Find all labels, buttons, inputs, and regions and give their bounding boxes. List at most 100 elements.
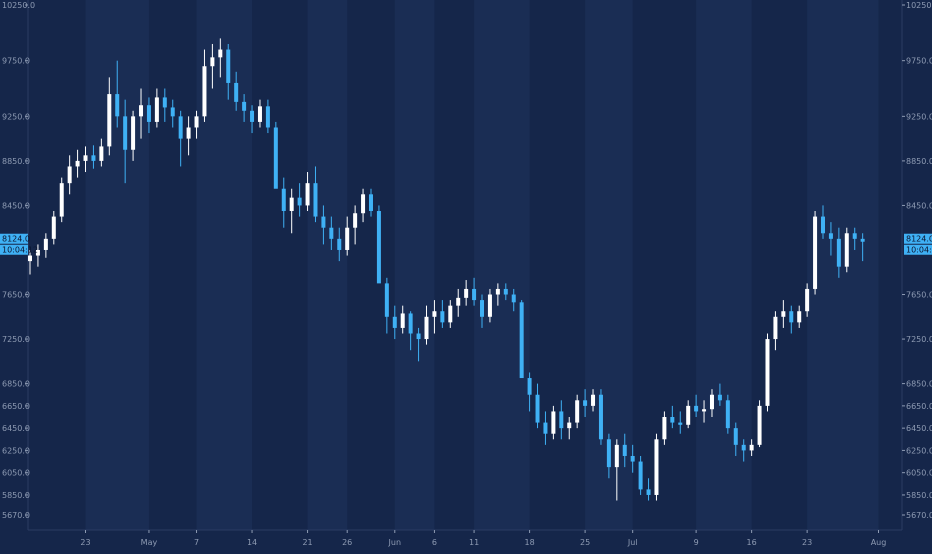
candle-body bbox=[99, 146, 104, 161]
x-tick-label: 21 bbox=[302, 538, 312, 547]
candle-body bbox=[400, 313, 405, 328]
y-tick-label-right: 8450.0 bbox=[906, 201, 932, 210]
candle-body bbox=[321, 216, 326, 228]
y-tick-label-left: 8450.0 bbox=[2, 201, 30, 210]
candle-body bbox=[646, 489, 651, 495]
y-tick-label-right: 5850.0 bbox=[906, 491, 932, 500]
candle-body bbox=[844, 233, 849, 267]
candle-body bbox=[583, 400, 588, 406]
candle-body bbox=[313, 183, 318, 217]
y-tick-label-right: 10250.0 bbox=[906, 1, 932, 10]
price-tag-left bbox=[0, 233, 28, 244]
candle-body bbox=[210, 57, 215, 67]
candle-body bbox=[250, 110, 255, 122]
candle-body bbox=[186, 127, 191, 139]
y-tick-label-right: 9250.0 bbox=[906, 112, 932, 121]
y-tick-label-left: 5850.0 bbox=[2, 491, 30, 500]
candle-body bbox=[416, 333, 421, 340]
candle-body bbox=[717, 394, 722, 401]
right-price-axis: 5670.0 5850.0 6050.0 6250.0 6450.0 6650.0 6850… bbox=[901, 0, 932, 530]
candle-body bbox=[487, 294, 492, 317]
candle-body bbox=[67, 166, 72, 184]
candle-body bbox=[345, 227, 350, 250]
candle-body bbox=[725, 400, 730, 429]
x-tick-label: 26 bbox=[342, 538, 352, 547]
x-tick-label: 14 bbox=[247, 538, 257, 547]
week-band bbox=[307, 0, 348, 530]
y-tick-label-right: 9750.0 bbox=[906, 57, 932, 66]
candle-body bbox=[670, 417, 675, 423]
candle-body bbox=[234, 82, 239, 102]
candle-body bbox=[218, 49, 223, 58]
candle-body bbox=[289, 197, 294, 212]
candle-body bbox=[852, 233, 857, 239]
week-band bbox=[394, 0, 435, 530]
weekly-bands bbox=[85, 0, 879, 530]
candle-body bbox=[860, 238, 865, 242]
candle-body bbox=[702, 409, 707, 412]
candle-body bbox=[472, 288, 477, 301]
price-tag-label-right: 8124.0 bbox=[906, 235, 932, 244]
candle-body bbox=[567, 422, 572, 429]
candle-body bbox=[91, 155, 96, 161]
candle-body bbox=[551, 411, 556, 434]
y-tick-label-right: 6050.0 bbox=[906, 469, 932, 478]
timer-tag-left bbox=[0, 244, 28, 255]
y-tick-label-right: 7650.0 bbox=[906, 291, 932, 300]
time-axis: 23 May 7 14 21 26 Jun 6 11 18 25 Jul 9 16 23 Aug bbox=[28, 529, 902, 547]
candle-body bbox=[559, 411, 564, 429]
candle-body bbox=[464, 288, 469, 298]
candle-body bbox=[59, 183, 64, 217]
candle-body bbox=[678, 422, 683, 425]
candle-body bbox=[828, 233, 833, 239]
y-tick-label-left: 6650.0 bbox=[2, 402, 30, 411]
candle-body bbox=[51, 216, 56, 239]
candle-body bbox=[376, 211, 381, 284]
candle-body bbox=[495, 288, 500, 295]
y-tick-label-right: 5670.0 bbox=[906, 511, 932, 520]
candle-body bbox=[178, 116, 183, 139]
y-tick-label-right: 8850.0 bbox=[906, 157, 932, 166]
candle-body bbox=[194, 116, 199, 128]
week-band bbox=[807, 0, 879, 530]
candle-body bbox=[440, 311, 445, 323]
candle-body bbox=[384, 283, 389, 317]
x-tick-label: 9 bbox=[694, 538, 699, 547]
candle-body bbox=[630, 455, 635, 462]
candle-body bbox=[361, 194, 366, 214]
candle-body bbox=[527, 378, 532, 395]
candle-body bbox=[598, 394, 603, 440]
candle-body bbox=[813, 216, 818, 289]
candle-body bbox=[749, 444, 754, 451]
candle-body bbox=[503, 288, 508, 295]
candle-body bbox=[368, 194, 373, 212]
x-tick-label: 23 bbox=[802, 538, 812, 547]
candle-body bbox=[226, 49, 231, 83]
y-tick-label-left: 6450.0 bbox=[2, 424, 30, 433]
candle-body bbox=[139, 105, 144, 117]
x-tick-label: 23 bbox=[80, 538, 90, 547]
candle-body bbox=[131, 116, 136, 150]
y-tick-label-left: 9250.0 bbox=[2, 112, 30, 121]
timer-tag-label-right: 10:04:12 bbox=[906, 246, 932, 255]
candle-body bbox=[456, 297, 461, 306]
timer-tag-right bbox=[904, 244, 932, 255]
x-tick-label: 7 bbox=[194, 538, 199, 547]
candle-body bbox=[797, 311, 802, 323]
candle-body bbox=[638, 461, 643, 490]
candle-body bbox=[781, 311, 786, 317]
week-band bbox=[696, 0, 752, 530]
y-tick-label-right: 7250.0 bbox=[906, 335, 932, 344]
candle-body bbox=[606, 439, 611, 468]
candle-body bbox=[622, 444, 627, 456]
candle-body bbox=[821, 216, 825, 234]
candle-body bbox=[448, 305, 453, 323]
week-band bbox=[474, 0, 530, 530]
candle-body bbox=[733, 428, 738, 445]
y-tick-label-left: 10250.0 bbox=[2, 1, 35, 10]
candle-body bbox=[519, 302, 524, 379]
candle-body bbox=[511, 294, 516, 303]
y-tick-label-right: 6250.0 bbox=[906, 446, 932, 455]
